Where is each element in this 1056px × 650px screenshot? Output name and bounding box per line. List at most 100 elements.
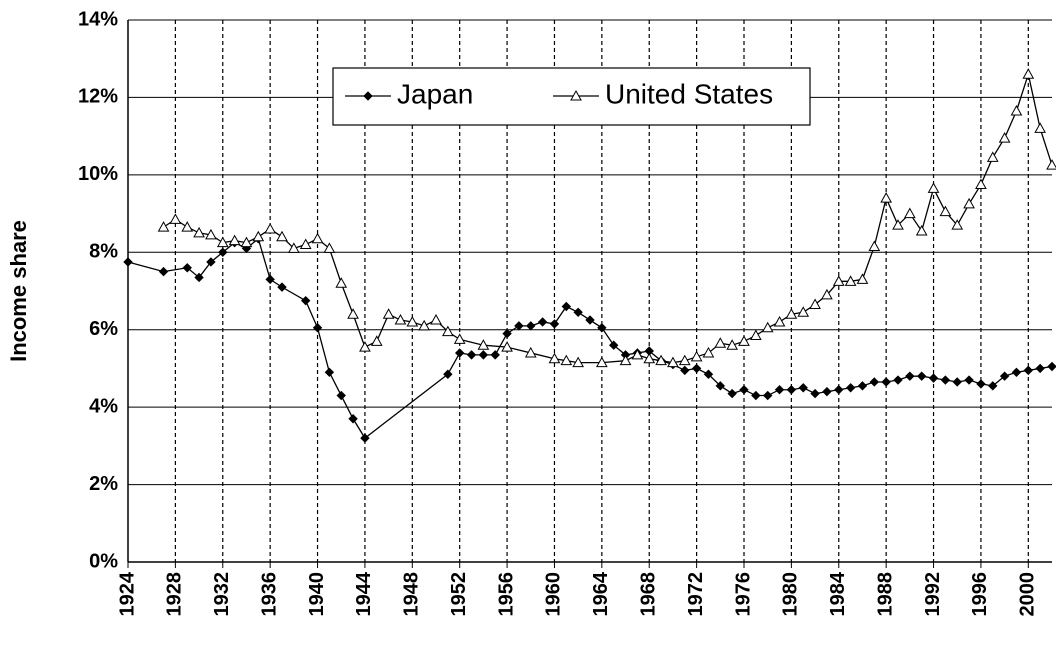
point [276,230,288,242]
point [382,308,395,319]
point [976,379,986,389]
point [797,306,810,317]
legend-marker [570,89,582,101]
point [915,224,928,236]
point [549,319,560,329]
y-axis-label: Income share [6,220,31,362]
point [466,350,477,360]
point [441,325,454,337]
point [952,377,962,387]
point [834,385,844,395]
point [181,221,194,232]
point [205,228,217,240]
point [336,390,346,401]
x-tick-label: 1944 [353,571,375,616]
point [265,274,275,285]
series-line [163,71,1053,364]
point [951,219,964,230]
point [218,247,228,257]
y-tick-label: 10% [78,163,118,185]
point [311,232,324,244]
point [975,178,987,190]
point [916,371,927,381]
point [477,339,490,350]
point [360,433,370,443]
x-tick-label: 1992 [922,572,944,617]
point [715,381,726,391]
x-tick-label: 1956 [495,572,517,617]
point [773,315,786,327]
point [903,207,916,219]
point [739,385,749,395]
point [193,226,205,238]
point [418,319,431,331]
point [809,298,821,310]
point [347,308,359,319]
x-tick-label: 1980 [780,572,802,617]
point [1034,122,1046,133]
point [892,219,904,230]
point [1023,365,1034,376]
point [940,375,951,385]
point [680,365,690,376]
point [453,333,466,344]
point [821,288,833,300]
y-tick-label: 4% [89,395,118,417]
point [312,323,323,333]
point [1035,363,1045,374]
point [1010,104,1023,116]
point [123,257,133,267]
point [999,371,1010,381]
point [927,182,940,193]
point [939,205,952,217]
point [560,354,573,366]
point [228,234,241,246]
point [844,275,857,286]
y-tick-label: 14% [78,8,118,30]
x-tick-label: 1952 [448,572,470,617]
point [786,385,797,395]
point [905,371,915,381]
point [631,348,644,360]
point [597,323,607,333]
point [702,346,715,358]
point [964,375,974,385]
point [216,236,229,248]
x-tick-label: 1948 [401,572,423,617]
point [857,381,868,391]
point [502,328,512,339]
point [726,339,739,350]
point [727,388,737,399]
point [998,132,1011,143]
point [810,388,820,399]
point [986,151,999,162]
x-tick-label: 1976 [732,572,754,617]
point [869,377,880,387]
x-tick-label: 1940 [306,572,328,617]
point [761,321,774,333]
point [182,263,192,273]
point [703,369,714,379]
point [299,238,312,250]
x-tick-label: 1988 [874,572,896,617]
point [1047,361,1056,372]
x-tick-label: 2000 [1017,572,1039,617]
point [667,356,679,368]
point [526,321,536,331]
point [655,354,667,366]
point [443,369,453,379]
point [585,315,595,325]
point [277,282,287,292]
point [845,383,856,393]
point [478,350,489,360]
x-tick-label: 1924 [116,571,138,616]
point [335,277,348,288]
point [430,314,442,325]
point [893,375,903,385]
point [690,350,703,362]
point [514,321,524,331]
point [454,348,465,358]
point [762,390,773,401]
point [501,341,513,352]
